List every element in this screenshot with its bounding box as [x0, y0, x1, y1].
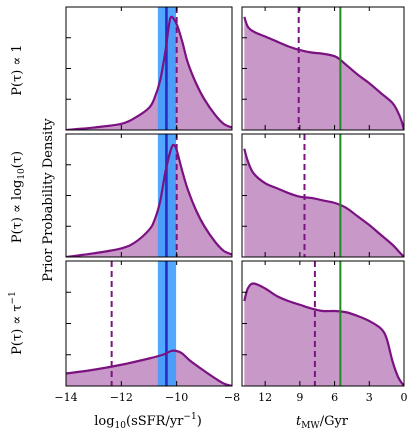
panel-tmw-3-xtick-label-2: 9 [296, 391, 303, 404]
xlabel-ssfr-end: ) [197, 414, 202, 429]
panel-ssfr-2 [65, 133, 233, 258]
panel-tmw-1-area [244, 16, 404, 130]
panel-tmw-3-plot-area [243, 261, 404, 386]
svg-text:P(τ) ∝ τ−1: P(τ) ∝ τ−1 [8, 291, 25, 355]
x-axis-label-tmw: tMW/Gyr [296, 414, 349, 431]
row-label-1-pre: P(τ) ∝ [10, 53, 25, 96]
y-axis-label: Prior Probability Density [41, 118, 56, 282]
row-label-3-main: τ [10, 304, 25, 311]
row-label-2: P(τ) ∝ log10(τ) [10, 151, 27, 243]
xlabel-ssfr-sup: −1 [183, 412, 196, 422]
panel-tmw-3-area [244, 283, 404, 386]
panel-ssfr-3: −14 −12 −10 −8 [54, 260, 240, 404]
panel-ssfr-1 [65, 6, 233, 131]
panel-ssfr-1-plot-area [66, 7, 232, 130]
panel-tmw-3-xtick-label-1: 12 [258, 391, 272, 404]
panel-ssfr-3-xtick-label-4: −8 [224, 391, 240, 404]
panel-tmw-2-plot-area [243, 134, 404, 257]
panel-ssfr-3-xtick-label-3: −10 [165, 391, 188, 404]
row-label-2-pre: P(τ) ∝ [10, 200, 25, 243]
row-label-2-sub: 10 [17, 168, 27, 180]
row-label-1: P(τ) ∝ 1 [10, 44, 25, 95]
panel-tmw-1-plot-area [243, 7, 404, 130]
svg-text:P(τ) ∝ 1: P(τ) ∝ 1 [10, 44, 25, 95]
panel-ssfr-3-curve [66, 349, 232, 386]
panel-tmw-3-curve [243, 282, 404, 386]
xlabel-ssfr-sub: 10 [115, 421, 127, 431]
svg-text:P(τ) ∝ log10(τ): P(τ) ∝ log10(τ) [10, 151, 27, 243]
xlabel-ssfr-post: (sSFR/yr [126, 414, 184, 429]
panels: −14 −12 −10 −8 12 9 6 3 0 [54, 6, 408, 404]
panel-ssfr-2-plot-area [66, 134, 232, 257]
panel-ssfr-3-area [66, 350, 232, 386]
panel-tmw-3: 12 9 6 3 0 [241, 260, 408, 404]
panel-ssfr-3-plot-area [66, 261, 232, 386]
panel-tmw-3-xtick-label-5: 0 [401, 391, 408, 404]
row-label-3-pre: P(τ) ∝ [10, 312, 25, 355]
row-label-2-post: (τ) [10, 151, 25, 168]
xlabel-ssfr-pre: log [94, 414, 114, 429]
panel-tmw-1 [241, 6, 405, 131]
row-label-3: P(τ) ∝ τ−1 [8, 291, 25, 355]
panel-ssfr-1-area [66, 16, 232, 130]
panel-ssfr-1-curve [66, 15, 232, 130]
row-label-1-main: 1 [10, 44, 25, 52]
panel-tmw-1-curve [243, 16, 404, 130]
xlabel-tmw-main: t [296, 414, 302, 429]
xlabel-tmw-sub: MW [301, 421, 320, 431]
row-label-3-sup: −1 [8, 291, 18, 304]
panel-ssfr-2-curve [66, 143, 232, 257]
panel-tmw-2-area [244, 148, 404, 257]
panel-ssfr-2-area [66, 144, 232, 257]
panel-tmw-2 [241, 133, 405, 258]
panel-tmw-3-xtick-label-4: 3 [366, 391, 373, 404]
xlabel-tmw-post: /Gyr [320, 414, 349, 429]
panel-tmw-2-curve [243, 148, 404, 257]
panel-tmw-3-xtick-label-3: 6 [331, 391, 338, 404]
row-label-2-main: log [10, 180, 25, 200]
panel-ssfr-3-xtick-label-1: −14 [54, 391, 77, 404]
panel-ssfr-3-xtick-label-2: −12 [110, 391, 133, 404]
x-axis-label-ssfr: log10(sSFR/yr−1) [94, 412, 202, 431]
